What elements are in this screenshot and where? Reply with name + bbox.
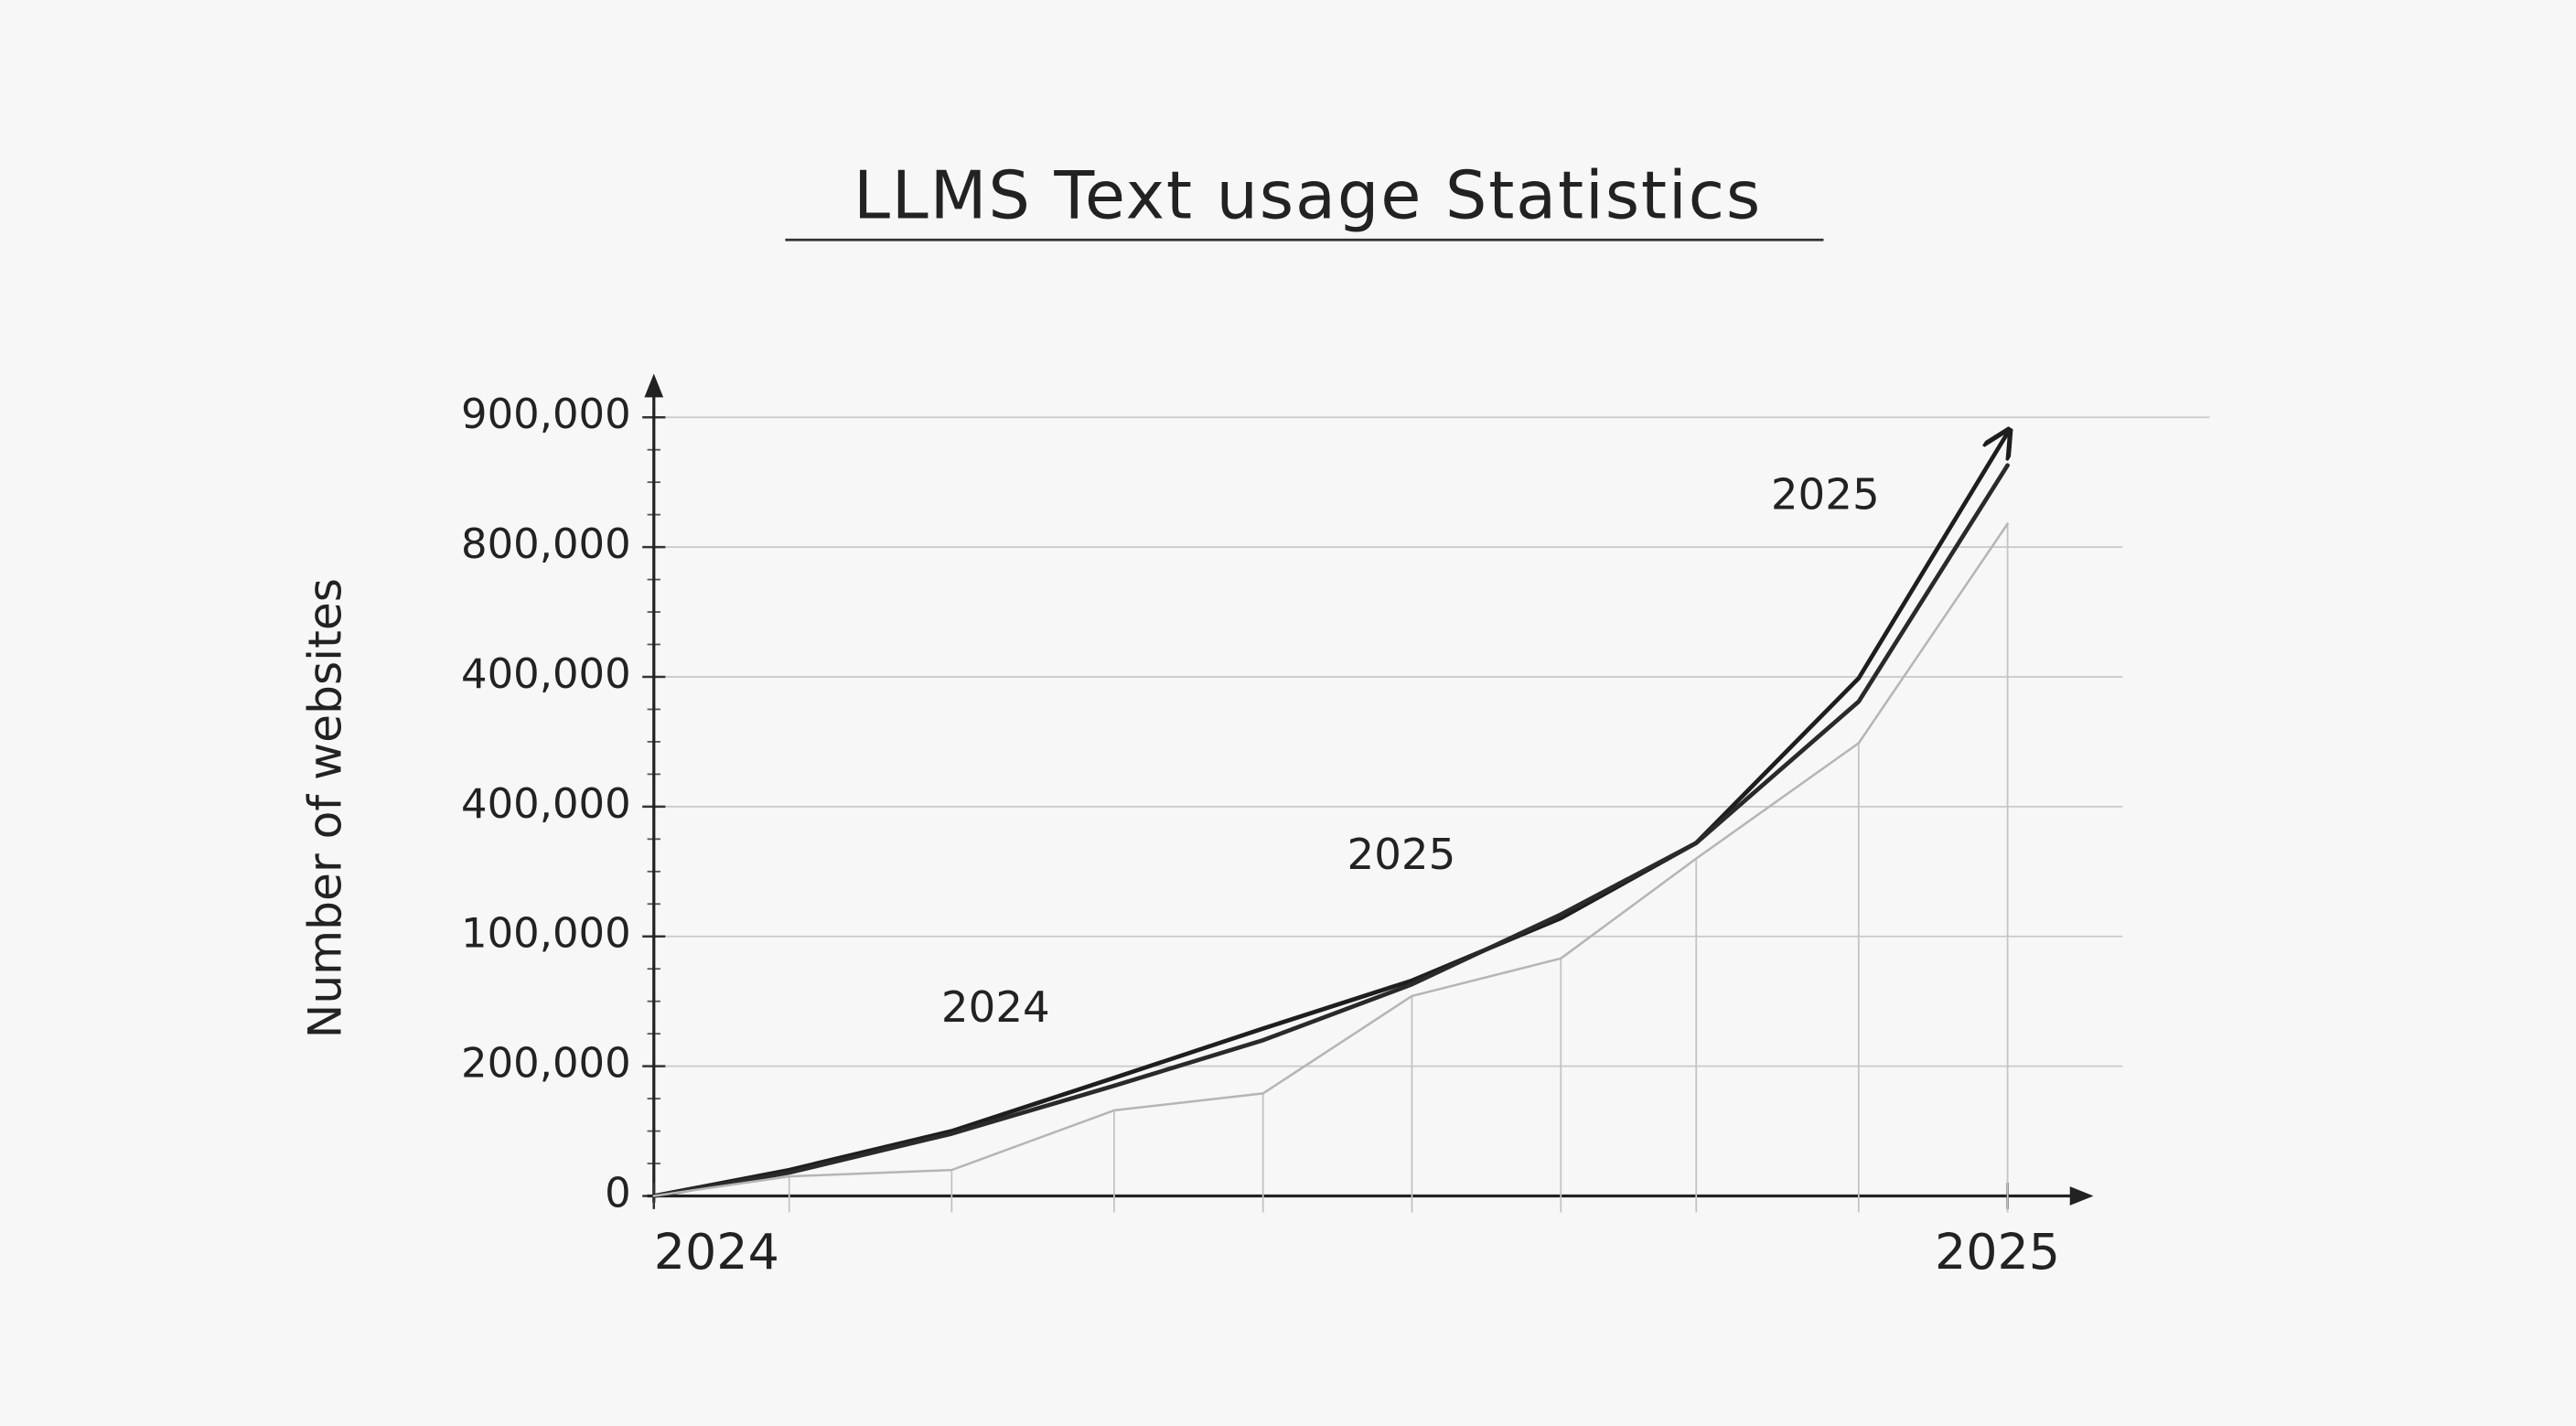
x-tick-label: 2025 — [1935, 1223, 2060, 1281]
y-tick-label: 900,000 — [461, 390, 631, 438]
annotation: 2025 — [1771, 471, 1880, 520]
series-line — [651, 433, 2008, 1198]
annotation: 2024 — [941, 983, 1050, 1033]
x-tick-label: 2024 — [654, 1223, 779, 1281]
y-tick-label: 800,000 — [461, 520, 631, 568]
y-axis-label: Number of websites — [298, 578, 352, 1038]
y-tick-label: 100,000 — [461, 909, 631, 958]
y-tick-label: 200,000 — [461, 1039, 631, 1088]
series-line — [652, 522, 2009, 1197]
y-tick-label: 400,000 — [461, 649, 631, 698]
chart-title: LLMS Text usage Statistics — [853, 157, 1762, 234]
y-tick-label: 400,000 — [461, 779, 631, 828]
series-line — [651, 463, 2010, 1198]
annotation: 2025 — [1347, 831, 1456, 880]
y-tick-label: 0 — [605, 1169, 631, 1217]
